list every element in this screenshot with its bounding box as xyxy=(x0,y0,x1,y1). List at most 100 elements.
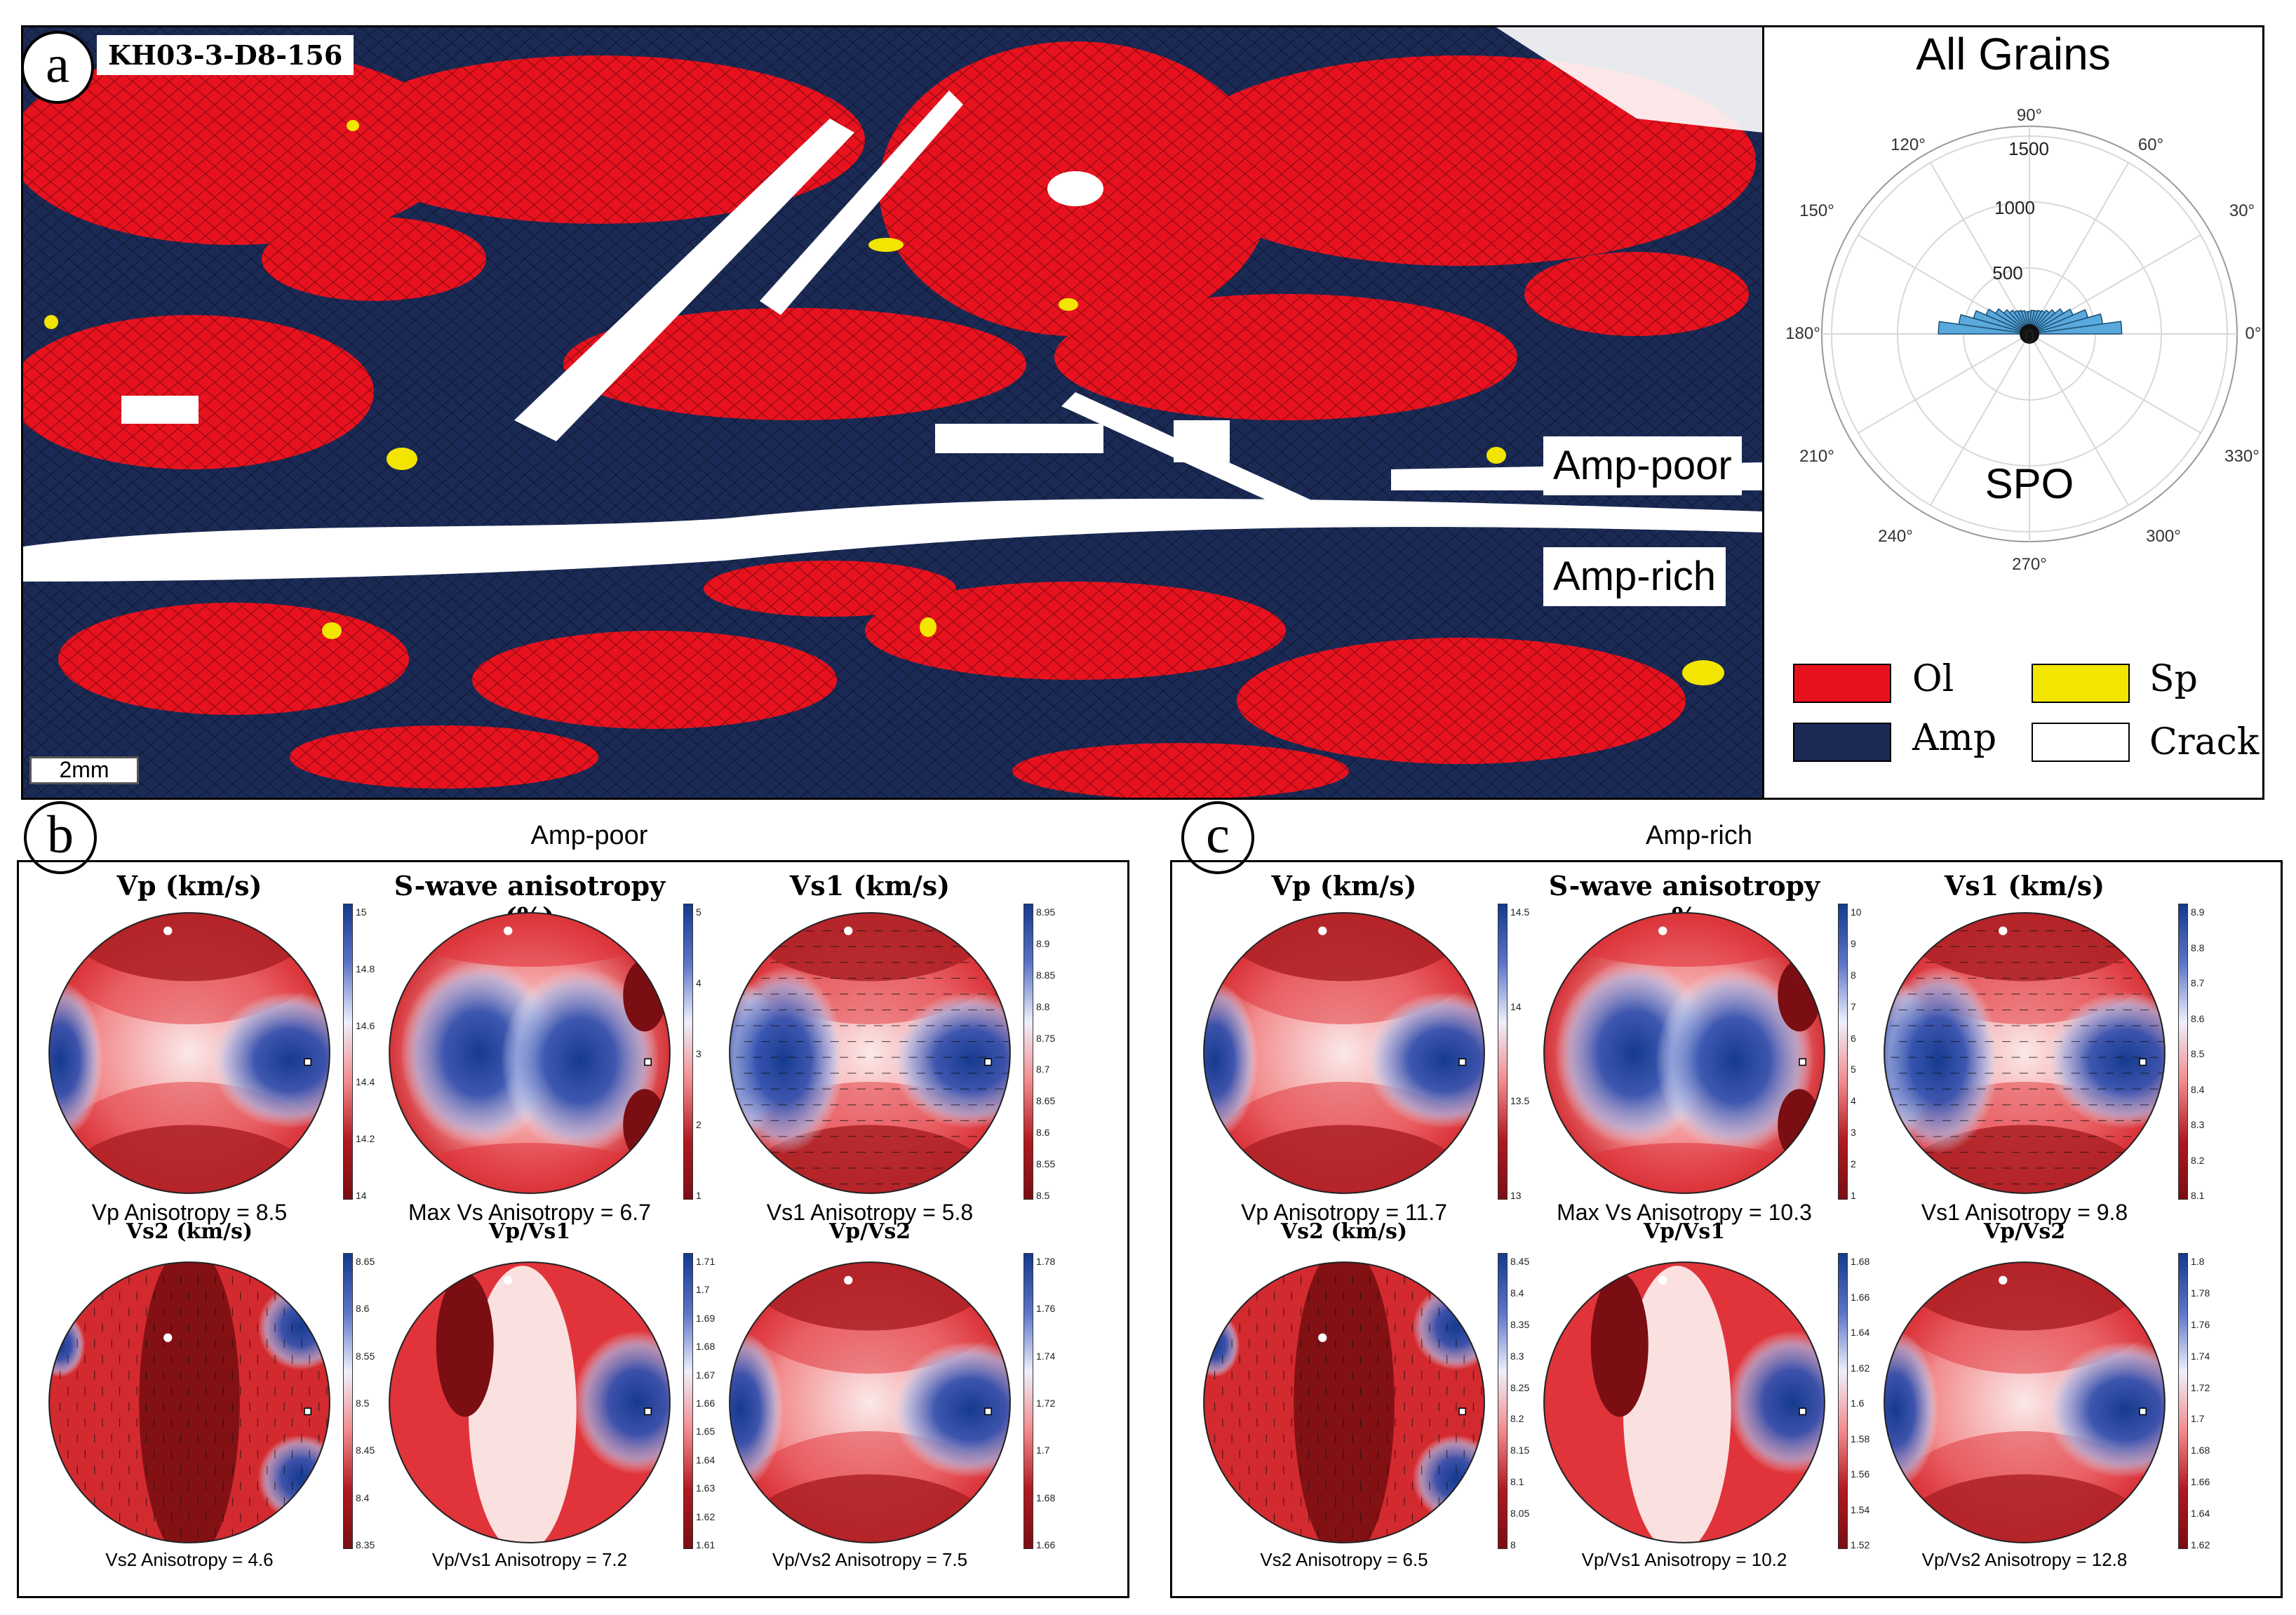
pf-colorbar-tick: 1.72 xyxy=(2191,1381,2210,1393)
pf-colorbar-tick: 1.68 xyxy=(2191,1445,2210,1456)
legend-label-crack: Crack xyxy=(2149,721,2260,763)
pf-colorbar xyxy=(683,904,693,1200)
pf-colorbar xyxy=(1023,904,1033,1200)
pf-colorbar-tick: 8.2 xyxy=(2191,1154,2205,1166)
pf-colorbar-tick: 8.6 xyxy=(356,1303,370,1315)
rose-angle-labels: 90° 60° 30° 0° 330° 300° 270° 240° 210° … xyxy=(1785,106,2261,574)
pf-outline xyxy=(389,912,671,1194)
pf-colorbar-tick: 1.76 xyxy=(1036,1303,1056,1315)
pf-colorbar-tick: 8.45 xyxy=(356,1445,375,1456)
pf-outline xyxy=(729,1261,1011,1543)
pf-anisotropy-caption: Vp/Vs1 Anisotropy = 10.2 xyxy=(1581,1549,1787,1570)
pf-outline xyxy=(389,1261,671,1543)
panel-c-title: Amp-rich xyxy=(1645,821,1753,850)
sample-id-label: KH03-3-D8-156 xyxy=(97,35,354,75)
pf-colorbar xyxy=(2178,1253,2188,1549)
pf-colorbar-tick: 8.1 xyxy=(1510,1476,1524,1488)
pf-outline xyxy=(1543,1261,1825,1543)
pf-outline xyxy=(1203,1261,1485,1543)
pf-red-band xyxy=(1548,913,1821,967)
pf-min-marker xyxy=(1658,1275,1667,1285)
rose-tick-1000: 1000 xyxy=(1994,197,2035,218)
pf-colorbar-tick: 1.7 xyxy=(696,1284,710,1296)
pf-colorbar-tick: 8.1 xyxy=(2191,1190,2205,1201)
pf-colorbar-tick: 14.8 xyxy=(356,963,375,974)
pf-blue-lobe xyxy=(1204,981,1258,1139)
pf-colorbar-tick: 14 xyxy=(1510,1000,1522,1012)
pf-colorbar-tick: 5 xyxy=(1851,1064,1856,1075)
amp-rich-label: Amp-rich xyxy=(1543,547,1726,606)
pf-colorbar-tick: 2 xyxy=(696,1119,701,1130)
legend-label-ol: Ol xyxy=(1912,658,1954,700)
pf-colorbar-tick: 1.64 xyxy=(2191,1508,2210,1520)
pf-colorbar xyxy=(343,904,353,1200)
pf-max-marker xyxy=(644,1058,652,1066)
pf-outline xyxy=(48,912,330,1194)
pf-colorbar-tick: 10 xyxy=(1851,906,1862,918)
pf-red-band xyxy=(1884,1262,2165,1374)
pf-colorbar-tick: 15 xyxy=(356,906,367,918)
pf-colorbar xyxy=(1838,904,1848,1200)
pf-colorbar-tick: 8.85 xyxy=(1036,969,1056,981)
pf-max-marker xyxy=(984,1407,992,1416)
rose-diagram: 90° 60° 30° 0° 330° 300° 270° 240° 210° … xyxy=(1785,106,2261,574)
phase-map xyxy=(23,27,1763,798)
pf-red-spot xyxy=(1778,1089,1821,1161)
pf-anisotropy-caption: Vp/Vs1 Anisotropy = 7.2 xyxy=(431,1549,628,1570)
pf-colorbar-tick: 1.64 xyxy=(696,1454,716,1466)
pf-colorbar-tick: 8.55 xyxy=(356,1350,375,1362)
pole-figure xyxy=(48,912,330,1194)
pf-colorbar-tick: 8.95 xyxy=(1036,906,1056,918)
pf-colorbar-tick: 8.7 xyxy=(2191,977,2205,989)
pf-max-marker xyxy=(1458,1407,1466,1416)
pf-red-band xyxy=(393,1143,666,1193)
pf-outline xyxy=(48,1261,330,1543)
pf-red-spot xyxy=(1778,959,1821,1032)
pf-anisotropy-caption: Max Vs Anisotropy = 10.3 xyxy=(1557,1200,1812,1225)
pf-colorbar-tick: 1.66 xyxy=(696,1398,716,1409)
pf-title: Vs2 (km/s) xyxy=(1280,1219,1408,1244)
pf-red-band xyxy=(49,913,330,1024)
rose-petal xyxy=(1938,321,2030,335)
pf-colorbar-tick: 8.4 xyxy=(2191,1083,2205,1095)
pf-colorbar-tick: 8.15 xyxy=(1510,1445,1530,1456)
pf-colorbar-tick: 1.65 xyxy=(696,1426,716,1438)
pf-blue-lobe xyxy=(1656,967,1814,1154)
pf-colorbar-tick: 8.05 xyxy=(1510,1508,1530,1520)
pf-colorbar-tick: 4 xyxy=(1851,1095,1856,1107)
pf-colorbar-tick: 1.68 xyxy=(1851,1256,1870,1267)
pf-colorbar-tick: 1.61 xyxy=(696,1539,716,1550)
pf-title: Vs2 (km/s) xyxy=(126,1219,253,1244)
crack-regions xyxy=(23,27,1763,582)
pf-outline xyxy=(1543,912,1825,1194)
rose-angle-330: 330° xyxy=(2224,447,2260,466)
pf-title: Vp/Vs1 xyxy=(488,1219,571,1244)
scale-bar-label: 2mm xyxy=(59,757,109,782)
panel-a-letter: a xyxy=(21,31,94,104)
panel-b-frame xyxy=(17,860,1129,1598)
pf-colorbar-tick: 8.7 xyxy=(1036,1064,1050,1075)
pf-colorbar-tick: 1.64 xyxy=(1851,1327,1870,1338)
rose-radial-ticks: 0 500 1000 1500 xyxy=(1992,138,2049,347)
legend-swatch-amp xyxy=(1793,723,1891,762)
pf-colorbar xyxy=(1498,904,1508,1200)
phase-map-frame xyxy=(21,25,1765,800)
pole-figure xyxy=(729,912,1011,1194)
pf-blue-lobe xyxy=(49,981,103,1139)
pf-colorbar-tick: 1.63 xyxy=(696,1482,716,1494)
amp-poor-label: Amp-poor xyxy=(1543,436,1742,495)
pole-figure xyxy=(1203,912,1485,1194)
pf-colorbar-tick: 8.65 xyxy=(356,1256,375,1267)
legend-swatch-sp xyxy=(2032,664,2130,703)
pf-max-marker xyxy=(1799,1407,1806,1416)
pf-colorbar xyxy=(683,1253,693,1549)
panel-c-frame xyxy=(1170,860,2283,1598)
pf-min-marker xyxy=(844,926,853,935)
rose-tick-0: 0 xyxy=(2025,326,2034,347)
pf-colorbar-tick: 1.68 xyxy=(696,1341,716,1353)
pf-colorbar-tick: 8.75 xyxy=(1036,1032,1056,1044)
pf-colorbar-tick: 8.8 xyxy=(1036,1000,1050,1012)
pf-colorbar-tick: 13.5 xyxy=(1510,1095,1530,1107)
pf-colorbar-tick: 8.3 xyxy=(2191,1119,2205,1130)
pf-colorbar xyxy=(1023,1253,1033,1549)
